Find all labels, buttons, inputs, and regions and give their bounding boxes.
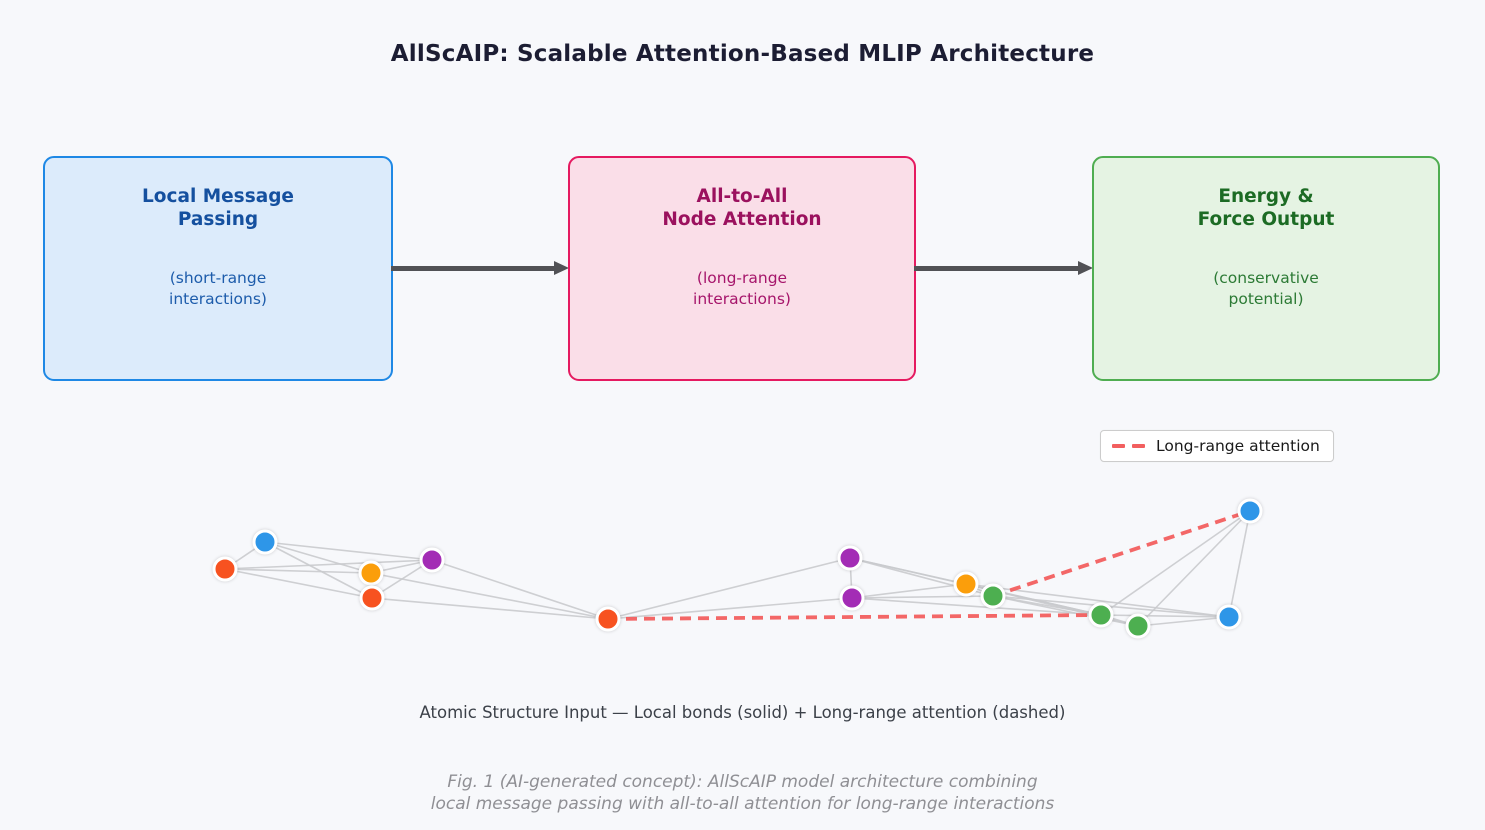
stage-subtitle-line1: (short-range — [169, 269, 267, 287]
local-bond-edge — [851, 583, 967, 599]
local-bond-edge — [431, 559, 609, 620]
stage-title: Energy & Force Output — [1094, 185, 1438, 231]
stage-subtitle: (short-range interactions) — [45, 268, 391, 310]
atom-node — [252, 529, 278, 555]
stage-box-local-message-passing: Local Message Passing (short-range interac… — [43, 156, 393, 381]
stage-title-line2: Force Output — [1197, 209, 1335, 230]
legend-label: Long-range attention — [1156, 437, 1320, 455]
local-bond-edge — [1228, 510, 1251, 618]
atom-node — [839, 585, 865, 611]
local-bond-edge — [370, 572, 609, 620]
local-bond-edge — [1137, 616, 1230, 627]
stage-subtitle: (long-range interactions) — [570, 268, 914, 310]
stage-title: Local Message Passing — [45, 185, 391, 231]
figure-title: AllScAIP: Scalable Attention-Based MLIP … — [390, 41, 1095, 67]
local-bond-edge — [264, 541, 373, 599]
atom-node — [1088, 602, 1114, 628]
atom-node — [953, 571, 979, 597]
local-bond-edge — [607, 557, 851, 620]
atom-node — [980, 583, 1006, 609]
local-bond-edge — [224, 559, 433, 570]
arrow-head-icon — [1078, 260, 1093, 275]
stage-title-line1: Local Message — [142, 186, 294, 207]
local-bond-edge — [1100, 510, 1251, 616]
local-bond-edge — [264, 541, 372, 574]
stage-title-line1: Energy & — [1218, 186, 1314, 207]
stage-box-all-to-all-attention: All-to-All Node Attention (long-range inte… — [568, 156, 916, 381]
local-bond-edge — [224, 568, 372, 574]
atom-node — [359, 585, 385, 611]
stage-title: All-to-All Node Attention — [570, 185, 914, 231]
atom-node — [1216, 604, 1242, 630]
figure-caption-line1: Fig. 1 (AI-generated concept): AllScAIP … — [447, 772, 1038, 792]
atom-node — [212, 556, 238, 582]
long-range-attention-edge — [607, 613, 1102, 621]
stage-subtitle-line2: potential) — [1228, 290, 1304, 308]
figure-caption: Fig. 1 (AI-generated concept): AllScAIP … — [0, 772, 1485, 815]
stage-subtitle: (conservative potential) — [1094, 268, 1438, 310]
stage-subtitle-line1: (conservative — [1213, 269, 1319, 287]
local-bond-edge — [371, 597, 609, 620]
atom-node — [358, 560, 384, 586]
local-bond-edge — [1100, 614, 1230, 618]
stage-subtitle-line1: (long-range — [696, 269, 788, 287]
stage-title-line1: All-to-All — [696, 186, 788, 207]
arrow-shaft — [391, 266, 557, 271]
local-bond-edge — [992, 595, 1139, 627]
local-bond-edge — [851, 595, 994, 599]
atom-node — [837, 545, 863, 571]
local-bond-edge — [607, 597, 853, 620]
flow-arrow-local-to-attention — [391, 260, 569, 275]
legend-long-range-attention: Long-range attention — [1100, 430, 1334, 462]
local-bond-edge — [264, 541, 433, 561]
figure-caption-line2: local message passing with all-to-all at… — [430, 793, 1055, 814]
atom-node — [1125, 613, 1151, 639]
atom-node — [419, 547, 445, 573]
arrow-shaft — [914, 266, 1081, 271]
atom-node — [1237, 498, 1263, 524]
stage-subtitle-line2: interactions) — [169, 290, 267, 308]
stage-title-line2: Passing — [177, 209, 259, 230]
local-bond-edge — [851, 597, 1102, 616]
flow-arrow-attention-to-output — [914, 260, 1093, 275]
stage-box-energy-force-output: Energy & Force Output (conservative potent… — [1092, 156, 1440, 381]
arrow-head-icon — [554, 260, 569, 275]
local-bond-edge — [1137, 510, 1251, 627]
graph-caption: Atomic Structure Input — Local bonds (so… — [419, 703, 1066, 722]
stage-title-line2: Node Attention — [662, 209, 822, 230]
stage-subtitle-line2: interactions) — [693, 290, 791, 308]
dashed-line-sample-icon — [1112, 444, 1145, 448]
atom-node — [595, 606, 621, 632]
local-bond-edge — [224, 568, 373, 599]
long-range-attention-edge — [992, 509, 1251, 598]
local-bond-edge — [992, 595, 1230, 618]
